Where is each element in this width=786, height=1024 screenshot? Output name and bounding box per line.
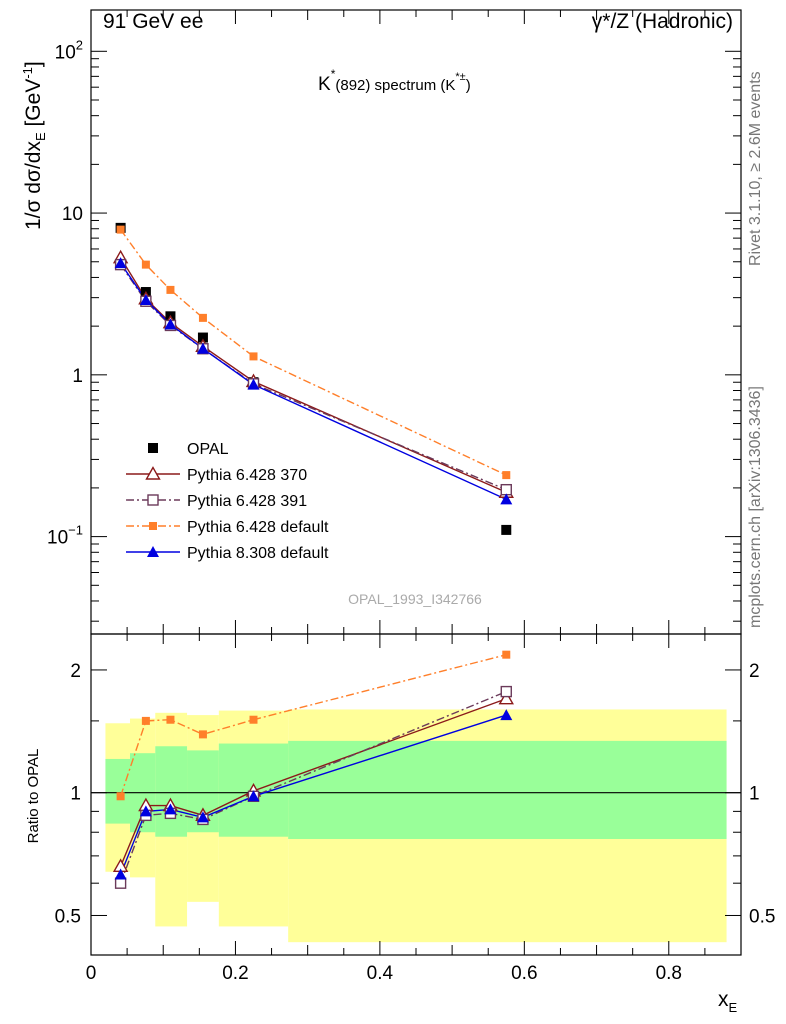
ratio-series-line-2 (119, 654, 507, 797)
x-tick-label: 0.4 (367, 963, 394, 984)
x-tick-label: 0 (86, 963, 97, 984)
ratio-y-tick-label: 1 (70, 784, 81, 805)
main-y-tick-label: 10−1 (47, 523, 83, 549)
main-point-4-4 (247, 378, 260, 390)
main-y-label-end: ] (22, 61, 45, 67)
main-point-4-0 (114, 257, 127, 269)
ratio-point-2-5 (502, 650, 511, 659)
ratio-series-line-1 (119, 690, 507, 884)
legend-marker (148, 443, 158, 453)
ratio-point-3-0 (114, 868, 127, 880)
legend-label: Pythia 6.428 370 (187, 467, 307, 484)
legend-marker (147, 494, 159, 506)
uncertainty-band-inner (155, 746, 188, 837)
ratio-point-3-5 (500, 709, 513, 721)
title-sup2: *± (455, 71, 465, 83)
plot-title: K*(892) spectrum (K*±) (318, 67, 471, 95)
ratio-y-tick-label: 0.5 (55, 906, 81, 927)
main-point-0-3 (197, 332, 208, 343)
main-y-tick-label: 102 (55, 37, 83, 63)
main-y-tick-exponent: −1 (68, 523, 83, 538)
x-axis-label-text: x (718, 988, 729, 1011)
main-frame (90, 9, 742, 635)
main-y-tick-label: 1 (72, 366, 83, 387)
main-y-label-text: 1/σ dσ/dx (22, 141, 45, 230)
ratio-y-tick-label-right: 1 (749, 784, 760, 805)
x-tick-label: 0.6 (511, 963, 537, 984)
x-tick-label: 0.2 (222, 963, 248, 984)
legend-marker (147, 546, 159, 557)
main-y-tick-base: 10 (47, 528, 68, 549)
main-y-tick-base: 10 (55, 42, 76, 63)
main-y-tick-base: 10 (62, 204, 83, 225)
legend-label: OPAL (187, 441, 229, 458)
title-main: K (318, 74, 331, 95)
x-axis-label: xE (718, 988, 738, 1015)
main-y-tick-exponent: 2 (76, 37, 83, 52)
main-point-3-1 (141, 260, 150, 269)
legend-marker (149, 522, 157, 530)
title-sub: (892) spectrum (K (335, 77, 455, 94)
ratio-y-label: Ratio to OPAL (25, 749, 42, 844)
rivet-label: Rivet 3.1.10, ≥ 2.6M events (747, 71, 764, 266)
main-series-line-1 (120, 257, 507, 493)
analysis-watermark: OPAL_1993_I342766 (348, 591, 482, 607)
main-series-line-2 (120, 264, 507, 491)
ratio-point-1-0 (114, 877, 127, 889)
main-point-0-5 (501, 524, 512, 535)
main-y-label-unit: [GeV (22, 79, 45, 133)
header-energy: 91 GeV ee (103, 10, 203, 33)
main-series-line-3 (120, 229, 507, 476)
ratio-panel: 0 0.2 0.4 0.6 0.8 0.5 0.5 1 1 2 2 (55, 633, 775, 984)
legend-label: Pythia 6.428 391 (187, 493, 307, 510)
legend-label: Pythia 6.428 default (187, 519, 329, 536)
mcplots-label: mcplots.cern.ch [arXiv:1306.3436] (747, 386, 764, 628)
ratio-point-3-3 (196, 811, 209, 823)
ratio-point-2-3 (198, 730, 207, 739)
uncertainty-band-inner (288, 740, 727, 840)
main-point-3-3 (198, 313, 207, 322)
ratio-point-2-1 (141, 716, 150, 725)
main-point-4-5 (500, 493, 513, 505)
main-point-2-5 (500, 483, 512, 496)
ratio-point-3-2 (164, 803, 177, 815)
ratio-point-2-4 (249, 715, 258, 724)
main-y-label-sub: E (33, 132, 48, 141)
title-end: ) (466, 77, 471, 94)
ratio-point-0-5 (498, 690, 514, 705)
main-point-3-5 (502, 471, 511, 480)
ratio-y-tick-label: 2 (70, 661, 81, 682)
main-point-3-0 (116, 225, 125, 234)
ratio-y-tick-label-right: 0.5 (749, 906, 775, 927)
header-process: γ*/Z (Hadronic) (592, 10, 733, 33)
main-series-line-4 (120, 262, 507, 500)
ratio-point-3-1 (139, 805, 152, 817)
main-point-4-3 (196, 342, 209, 354)
ratio-series-line-3 (119, 714, 507, 875)
main-point-4-1 (139, 294, 152, 306)
ratio-point-3-4 (247, 790, 260, 802)
main-y-tick-label: 10 (62, 204, 83, 225)
legend-marker (145, 466, 161, 480)
main-point-3-4 (249, 352, 258, 361)
main-y-label: 1/σ dσ/dxE [GeV-1] (20, 61, 48, 230)
main-y-tick-base: 1 (72, 366, 83, 387)
ratio-point-2-0 (116, 792, 125, 801)
x-tick-label: 0.8 (656, 963, 682, 984)
ratio-point-1-5 (500, 685, 512, 698)
ratio-point-2-2 (166, 715, 175, 724)
main-point-4-2 (164, 318, 177, 330)
x-axis-label-sub: E (729, 1000, 738, 1015)
ratio-y-tick-label-right: 2 (749, 661, 760, 682)
legend-label: Pythia 8.308 default (187, 545, 329, 562)
uncertainty-band-inner (105, 758, 130, 824)
title-sup: * (331, 67, 336, 81)
main-y-label-unit-sup: -1 (20, 67, 35, 79)
main-point-3-2 (166, 285, 175, 294)
